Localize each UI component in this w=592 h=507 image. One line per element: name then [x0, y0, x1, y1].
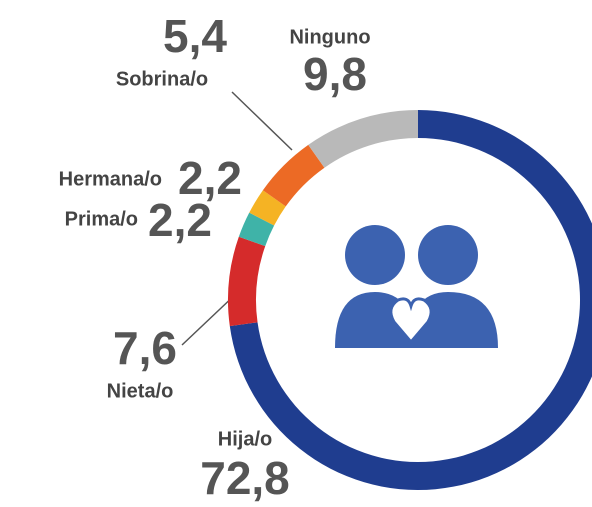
category-label: Sobrina/o: [116, 68, 208, 90]
donut-segment: [228, 236, 266, 327]
category-label: Nieta/o: [107, 380, 174, 402]
category-label: Hermana/o: [59, 168, 162, 190]
value-label: 2,2: [178, 152, 242, 204]
value-label: 7,6: [113, 322, 177, 374]
leader-line: [231, 91, 293, 151]
donut-segment: [238, 212, 275, 247]
value-label: 5,4: [163, 10, 227, 62]
donut-segment: [308, 110, 418, 168]
category-label: Ninguno: [289, 26, 370, 48]
family-icon: [335, 225, 498, 348]
category-label: Hija/o: [218, 428, 272, 450]
category-label: Prima/o: [65, 208, 138, 230]
value-label: 2,2: [148, 194, 212, 246]
value-label: 72,8: [200, 452, 290, 504]
value-label: 9,8: [303, 48, 367, 100]
donut-segment: [249, 190, 286, 226]
donut-segment: [262, 144, 325, 207]
